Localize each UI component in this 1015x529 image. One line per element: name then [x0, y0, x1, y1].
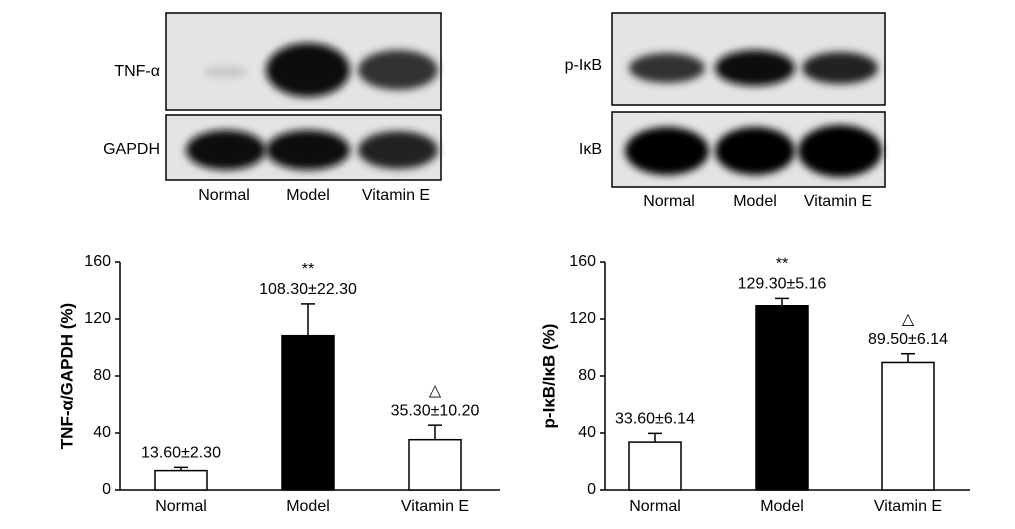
y-tick-label: 160 — [84, 253, 111, 270]
blot-row-label: IκB — [579, 141, 602, 158]
y-tick-label: 160 — [569, 253, 596, 270]
y-tick-label: 80 — [93, 367, 111, 384]
bar — [628, 441, 682, 491]
significance-mark: △ — [429, 382, 442, 399]
blot-lane-label: Vitamin E — [362, 187, 430, 204]
x-tick-label: Vitamin E — [401, 498, 469, 515]
blot-lane-label: Normal — [198, 187, 250, 204]
blot-row-label: p-IκB — [565, 57, 602, 74]
value-label: 108.30±22.30 — [259, 281, 357, 298]
value-label: 89.50±6.14 — [868, 331, 948, 348]
value-label: 35.30±10.20 — [391, 402, 480, 419]
significance-mark: ** — [302, 261, 314, 278]
y-axis-label: TNF-α/GAPDH (%) — [57, 303, 76, 449]
blot-lane-label: Model — [733, 193, 777, 210]
y-tick-label: 40 — [93, 424, 111, 441]
bar — [408, 438, 462, 491]
bar — [881, 361, 935, 491]
x-tick-label: Normal — [629, 498, 681, 515]
x-tick-label: Model — [760, 498, 804, 515]
x-tick-label: Model — [286, 498, 330, 515]
y-tick-label: 80 — [578, 367, 596, 384]
blot-row-label: GAPDH — [103, 141, 160, 158]
value-label: 33.60±6.14 — [615, 411, 695, 428]
blot-right — [611, 12, 886, 188]
bar — [154, 469, 208, 491]
y-axis-label: p-IκB/IκB (%) — [539, 324, 558, 429]
significance-mark: ** — [776, 256, 788, 273]
blot-lane-label: Model — [286, 187, 330, 204]
bar — [281, 334, 335, 491]
blot-lane-label: Normal — [643, 193, 695, 210]
y-tick-label: 120 — [84, 310, 111, 327]
value-label: 13.60±2.30 — [141, 445, 221, 462]
significance-mark: △ — [902, 311, 915, 328]
x-tick-label: Vitamin E — [874, 498, 942, 515]
y-tick-label: 40 — [578, 424, 596, 441]
bar — [755, 304, 809, 491]
x-tick-label: Normal — [155, 498, 207, 515]
y-tick-label: 0 — [587, 481, 596, 498]
value-label: 129.30±5.16 — [738, 276, 827, 293]
y-tick-label: 120 — [569, 310, 596, 327]
blot-row-label: TNF-α — [114, 63, 160, 80]
y-tick-label: 0 — [102, 481, 111, 498]
blot-lane-label: Vitamin E — [804, 193, 872, 210]
blot-left — [165, 12, 442, 181]
